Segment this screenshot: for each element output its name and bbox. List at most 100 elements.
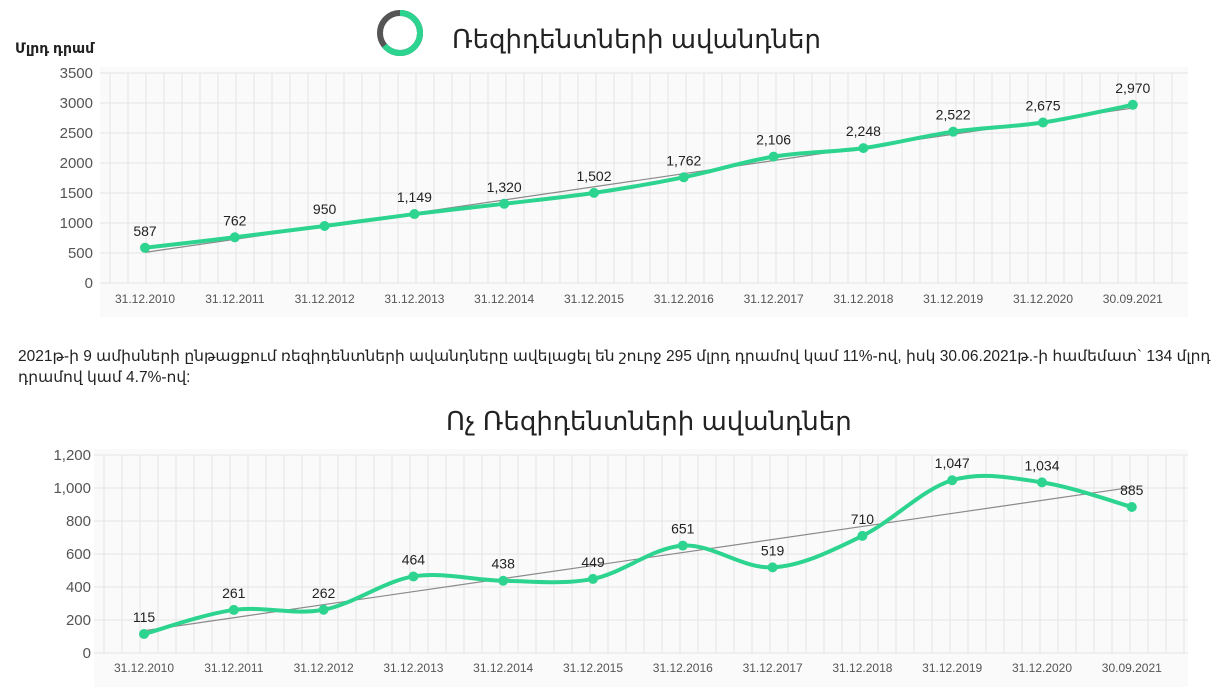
y-tick-label: 800 [66,513,91,530]
data-label: 1,149 [397,189,432,205]
data-point [1037,477,1047,488]
x-tick-label: 30.09.2021 [1102,661,1162,675]
data-point [857,530,868,541]
data-label: 262 [312,585,336,601]
y-tick-label: 2500 [60,125,93,142]
data-label: 2,970 [1115,80,1150,96]
data-label: 2,248 [846,123,881,139]
x-tick-label: 31.12.2012 [294,661,354,675]
x-tick-label: 30.09.2021 [1103,292,1163,306]
data-point [499,198,510,209]
y-tick-label: 500 [68,245,93,262]
series-line [143,102,1135,250]
x-tick-label: 31.12.2010 [114,661,174,675]
y-tick-label: 1,000 [53,480,91,497]
grid [100,72,1188,284]
data-point [498,575,509,586]
x-tick-label: 31.12.2010 [115,292,175,306]
data-label: 1,320 [487,179,522,195]
y-tick-label: 1,200 [53,447,91,464]
data-point [677,540,688,551]
data-point [767,562,778,573]
data-label: 1,034 [1024,457,1059,473]
summary-paragraph: 2021թ-ի 9 ամիսների ընթացքում ռեզիդենտներ… [18,348,1211,386]
data-label: 115 [133,609,156,625]
data-label: 261 [222,585,246,601]
data-point [678,172,689,183]
x-tick-label: 31.12.2017 [743,661,803,675]
y-tick-label: 0 [83,645,91,662]
data-point [858,143,869,154]
data-label: 464 [402,551,426,567]
data-point [948,126,959,137]
data-point [589,187,599,198]
y-tick-label: 400 [66,579,91,596]
data-point [229,232,240,243]
y-tick-label: 1000 [60,215,93,232]
data-point [319,221,330,231]
x-tick-label: 31.12.2019 [923,292,983,306]
data-label: 1,762 [666,152,701,168]
data-label: 762 [223,212,247,228]
data-label: 449 [581,554,605,570]
data-point [1127,99,1138,110]
data-label: 950 [313,201,337,217]
x-tick-label: 31.12.2016 [653,661,713,675]
data-point [1038,117,1048,128]
data-label: 2,675 [1025,98,1060,114]
x-tick-label: 31.12.2020 [1012,661,1072,675]
data-point [947,475,958,486]
x-tick-label: 31.12.2016 [654,292,714,306]
y-tick-label: 3500 [60,65,93,82]
chart-1-title: Ռեզիդենտների ավանդներ [452,24,821,54]
data-label: 587 [133,223,157,239]
chart-2-title: Ոչ Ռեզիդենտների ավանդներ [446,406,852,436]
data-point [139,629,149,640]
donut-logo-icon [377,10,423,56]
x-tick-label: 31.12.2011 [205,292,264,306]
data-point [408,571,419,582]
data-point [228,604,239,615]
plot-background [94,449,1188,687]
x-tick-label: 31.12.2020 [1013,292,1073,306]
data-point [588,573,598,584]
series-line [142,473,1134,637]
data-point [1126,501,1137,512]
y-tick-label: 1500 [60,185,93,202]
data-label: 1,047 [935,455,970,471]
x-tick-label: 31.12.2018 [833,292,893,306]
data-point [768,151,779,162]
data-label: 710 [851,511,875,527]
x-tick-label: 31.12.2013 [384,292,444,306]
x-tick-label: 31.12.2019 [922,661,982,675]
x-tick-label: 31.12.2014 [473,661,533,675]
grid [94,454,1188,654]
x-tick-label: 31.12.2015 [564,292,624,306]
residents-deposits-chart: 0 500 1000 1500 2000 2500 3000 3500 31.12.2010 31… [60,65,1188,317]
x-tick-label: 31.12.2017 [744,292,804,306]
x-tick-label: 31.12.2018 [832,661,892,675]
data-label: 651 [671,521,695,537]
x-tick-label: 31.12.2013 [383,661,443,675]
data-label: 438 [492,556,516,572]
data-label: 2,106 [756,132,791,148]
y-tick-label: 2000 [60,155,93,172]
non-residents-deposits-chart: 0 200 400 600 800 1,000 1,200 31.12.2010 31.12.2… [53,447,1188,687]
x-tick-label: 31.12.2015 [563,661,623,675]
y-tick-label: 3000 [60,95,93,112]
x-tick-label: 31.12.2014 [474,292,534,306]
data-point [140,242,150,253]
plot-background [100,67,1188,317]
data-label: 885 [1120,482,1144,498]
x-tick-label: 31.12.2011 [204,661,263,675]
data-label: 1,502 [576,168,611,184]
x-tick-label: 31.12.2012 [295,292,355,306]
y-tick-label: 0 [85,275,93,292]
data-point [409,209,420,220]
data-point [318,604,329,615]
y-tick-label: 600 [66,546,91,563]
data-label: 2,522 [936,107,971,123]
data-label: 519 [761,542,785,558]
y-tick-label: 200 [66,612,91,629]
y-axis-unit-label: Մլրդ դրամ [15,40,95,56]
